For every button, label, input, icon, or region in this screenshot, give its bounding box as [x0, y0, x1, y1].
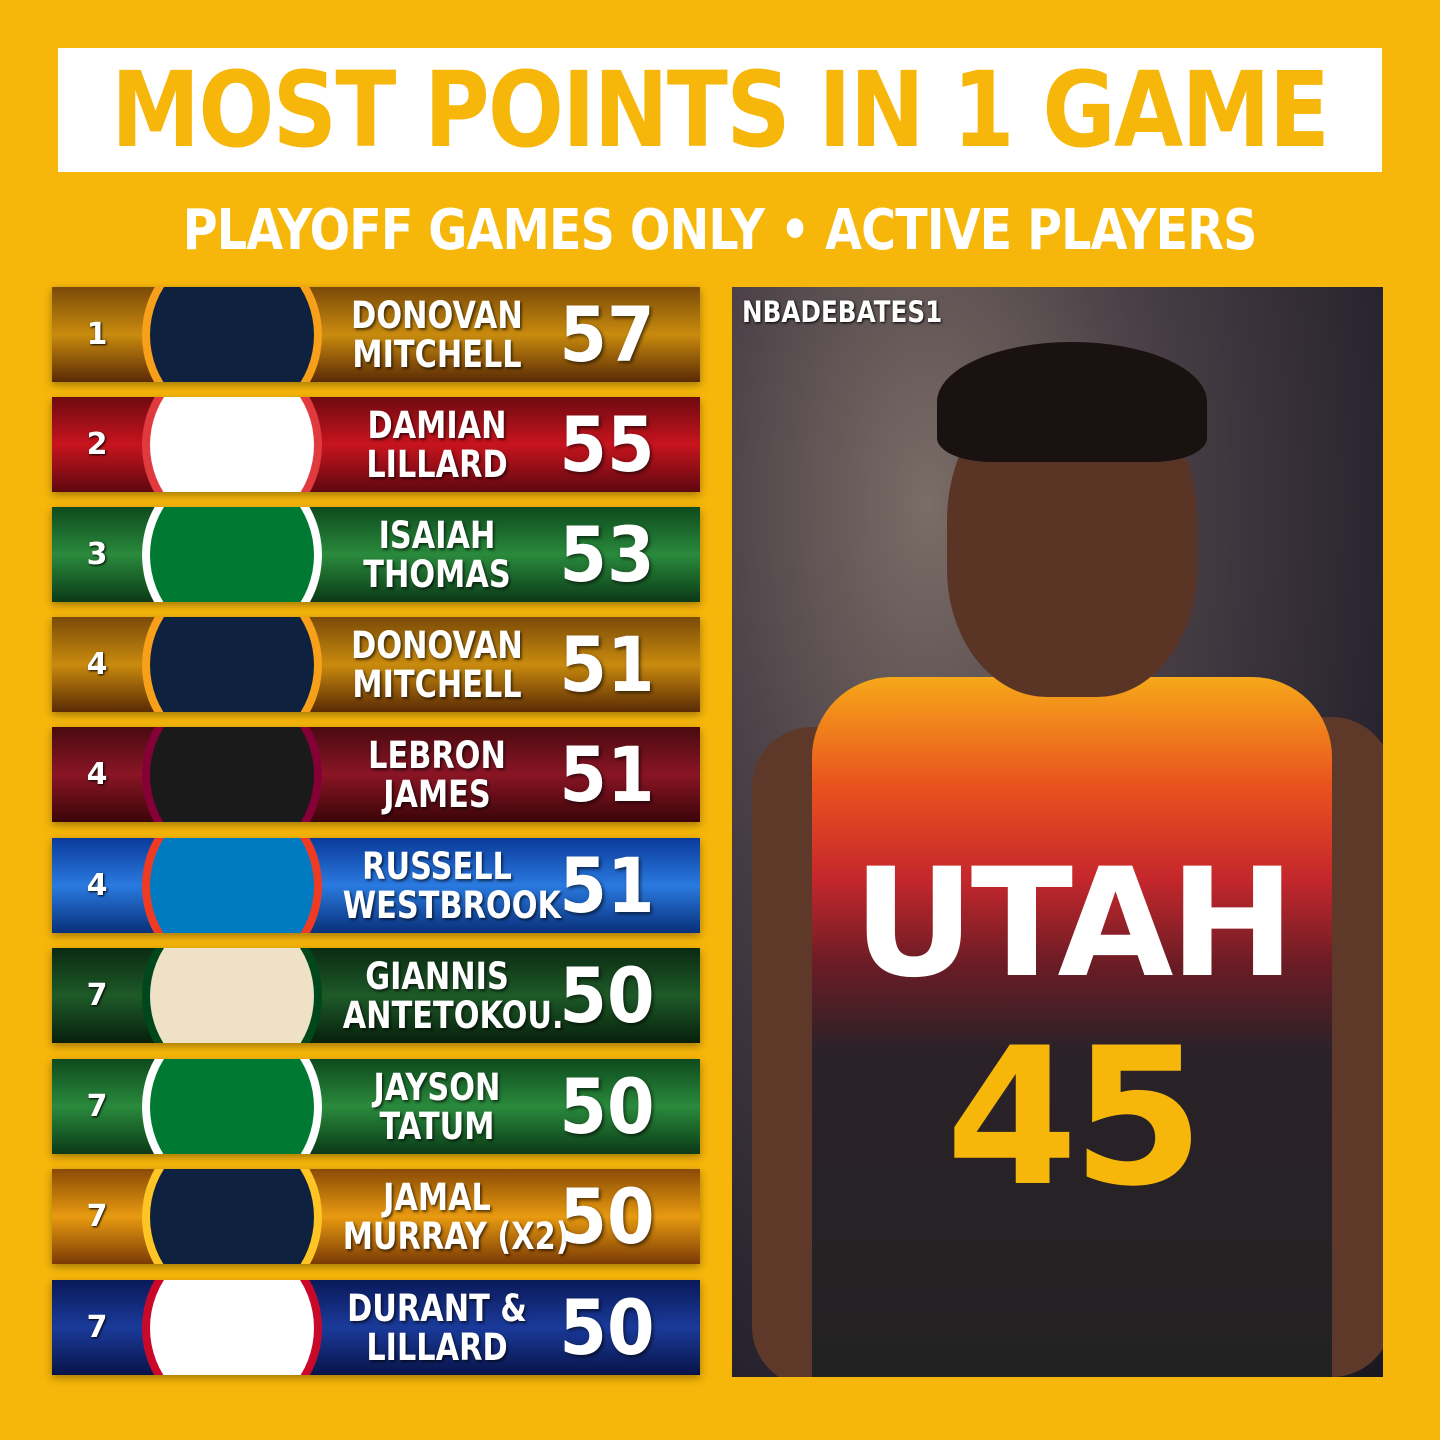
- subtitle-text: PLAYOFF GAMES ONLY • ACTIVE PLAYERS: [183, 198, 1258, 263]
- team-logo: [142, 1059, 322, 1154]
- team-logo-icon: [142, 617, 322, 712]
- team-logo: [142, 617, 322, 712]
- team-logo-icon: [142, 727, 322, 822]
- rank: 3: [86, 537, 108, 572]
- player-name: DONOVAN MITCHELL: [322, 626, 552, 704]
- rank: 7: [86, 1310, 108, 1345]
- points: 50: [559, 1172, 655, 1261]
- jersey-text: UTAH: [852, 837, 1295, 1011]
- player-name-line1: LEBRON: [368, 733, 506, 777]
- team-logo: [142, 727, 322, 822]
- rank: 4: [86, 868, 108, 903]
- team-logo-icon: [142, 507, 322, 602]
- player-name-line2: WESTBROOK: [342, 883, 562, 927]
- team-logo: [142, 838, 322, 933]
- rank: 4: [86, 757, 108, 792]
- ranking-row: 7 GIANNIS ANTETOKOU. 50: [52, 948, 700, 1043]
- player-name-line2: ANTETOKOU.: [342, 993, 564, 1037]
- ranking-row: 4 DONOVAN MITCHELL 51: [52, 617, 700, 712]
- player-name: DAMIAN LILLARD: [322, 406, 552, 484]
- player-name-line2: JAMES: [383, 772, 491, 816]
- player-name-line1: RUSSELL: [362, 844, 512, 888]
- points: 50: [559, 951, 655, 1040]
- points: 51: [559, 841, 655, 930]
- player-name-line2: LILLARD: [366, 1325, 508, 1369]
- player-name: DONOVAN MITCHELL: [322, 296, 552, 374]
- ranking-row: 4 RUSSELL WESTBROOK 51: [52, 838, 700, 933]
- points: 57: [559, 290, 655, 379]
- player-name-line2: TATUM: [379, 1104, 495, 1148]
- player-name: JAMAL MURRAY (X2): [322, 1175, 570, 1258]
- points: 50: [559, 1283, 655, 1372]
- player-name: ISAIAH THOMAS: [322, 516, 552, 594]
- player-hair: [937, 342, 1207, 462]
- rank: 7: [86, 1199, 108, 1234]
- player-name: LEBRON JAMES: [322, 736, 552, 814]
- team-logo-icon: [142, 948, 322, 1043]
- team-logo-icon: [142, 397, 322, 492]
- player-photo: UTAH 45 NBADEBATES1: [732, 287, 1383, 1377]
- ranking-row: 7 JAMAL MURRAY (X2) 50: [52, 1169, 700, 1264]
- ranking-row: 7 DURANT & LILLARD 50: [52, 1280, 700, 1375]
- jersey: UTAH 45: [812, 677, 1332, 1377]
- player-name-line1: JAMAL: [383, 1175, 491, 1219]
- points: 55: [559, 400, 655, 489]
- team-logo-icon: [142, 287, 322, 382]
- ranking-row: 1 DONOVAN MITCHELL 57: [52, 287, 700, 382]
- player-name-line2: LILLARD: [366, 442, 508, 486]
- points: 51: [559, 620, 655, 709]
- rank: 1: [86, 317, 108, 352]
- rank: 7: [86, 1089, 108, 1124]
- team-logo: [142, 948, 322, 1043]
- player-name: DURANT & LILLARD: [322, 1289, 552, 1367]
- ranking-row: 7 JAYSON TATUM 50: [52, 1059, 700, 1154]
- points: 51: [559, 730, 655, 819]
- player-name-line1: DONOVAN: [351, 623, 523, 667]
- player-name-line1: DONOVAN: [351, 293, 523, 337]
- rank: 7: [86, 978, 108, 1013]
- team-logo-icon: [142, 838, 322, 933]
- subtitle: PLAYOFF GAMES ONLY • ACTIVE PLAYERS: [0, 198, 1440, 263]
- rank: 4: [86, 647, 108, 682]
- player-name-line1: DURANT &: [347, 1286, 527, 1330]
- team-logo: [142, 1169, 322, 1264]
- page-title: MOST POINTS IN 1 GAME: [111, 49, 1330, 171]
- player-name-line2: MITCHELL: [352, 332, 522, 376]
- team-logo: [142, 1280, 322, 1375]
- points: 50: [559, 1062, 655, 1151]
- team-logo: [142, 397, 322, 492]
- rank: 2: [86, 427, 108, 462]
- player-name-line1: JAYSON: [373, 1065, 501, 1109]
- team-logo: [142, 287, 322, 382]
- team-logo: [142, 507, 322, 602]
- player-name-line2: MITCHELL: [352, 662, 522, 706]
- player-name-line1: ISAIAH: [378, 513, 496, 557]
- ranking-row: 4 LEBRON JAMES 51: [52, 727, 700, 822]
- points: 53: [559, 510, 655, 599]
- player-name-line2: MURRAY (X2): [342, 1214, 570, 1258]
- ranking-row: 3 ISAIAH THOMAS 53: [52, 507, 700, 602]
- player-name: JAYSON TATUM: [322, 1068, 552, 1146]
- jersey-number: 45: [945, 1007, 1204, 1228]
- player-name-line1: DAMIAN: [367, 403, 507, 447]
- player-name-line1: GIANNIS: [365, 954, 509, 998]
- title-banner: MOST POINTS IN 1 GAME: [58, 48, 1382, 172]
- player-name: RUSSELL WESTBROOK: [322, 844, 562, 927]
- team-logo-icon: [142, 1169, 322, 1264]
- player-name: GIANNIS ANTETOKOU.: [322, 954, 564, 1037]
- watermark: NBADEBATES1: [742, 295, 943, 329]
- ranking-row: 2 DAMIAN LILLARD 55: [52, 397, 700, 492]
- team-logo-icon: [142, 1280, 322, 1375]
- team-logo-icon: [142, 1059, 322, 1154]
- player-name-line2: THOMAS: [363, 552, 511, 596]
